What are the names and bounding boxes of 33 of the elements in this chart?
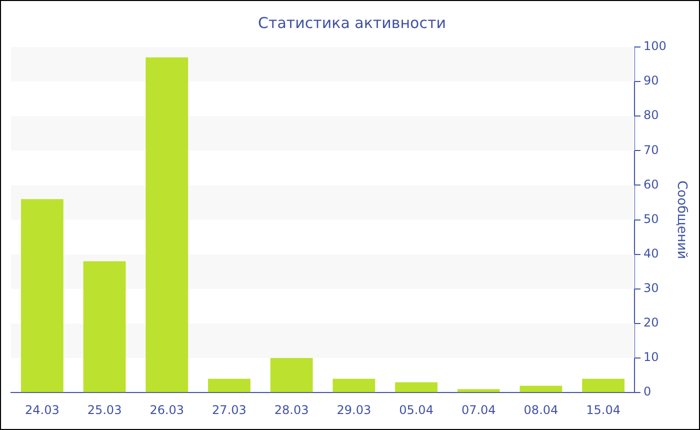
bar: [457, 389, 500, 392]
y-tick-label: 60: [643, 177, 659, 192]
bar: [395, 382, 438, 392]
bar: [582, 378, 625, 392]
x-tick-label: 15.04: [586, 402, 620, 417]
chart-title: Статистика активности: [258, 14, 446, 32]
y-tick-label: 90: [643, 74, 659, 88]
x-tick-label: 29.03: [336, 402, 372, 417]
y-tick-label: 20: [643, 316, 659, 330]
bar: [146, 57, 188, 392]
y-tick-label: 70: [643, 142, 659, 157]
bar: [208, 378, 250, 392]
y-axis-title: Сообщений: [674, 180, 689, 260]
bar: [270, 358, 313, 392]
bar: [520, 386, 562, 392]
bar: [83, 261, 126, 392]
y-tick-label: 50: [643, 212, 659, 226]
x-tick-label: 27.03: [212, 402, 246, 417]
y-tick-label: 80: [643, 108, 659, 122]
bar: [332, 378, 376, 392]
x-tick-label: 26.03: [150, 402, 184, 417]
x-tick-label: 24.03: [24, 402, 60, 417]
x-tick-label: 08.04: [524, 402, 558, 417]
y-tick-label: 100: [643, 39, 666, 54]
y-tick-label: 10: [643, 350, 659, 364]
x-tick-label: 28.03: [274, 402, 309, 417]
x-tick-label: 05.04: [399, 402, 434, 417]
bar: [20, 199, 64, 392]
y-tick-label: 40: [643, 246, 659, 260]
x-tick-label: 07.04: [461, 402, 496, 417]
x-tick-label: 25.03: [87, 402, 122, 417]
y-tick-label: 0: [643, 384, 652, 399]
y-tick-label: 30: [643, 281, 659, 296]
